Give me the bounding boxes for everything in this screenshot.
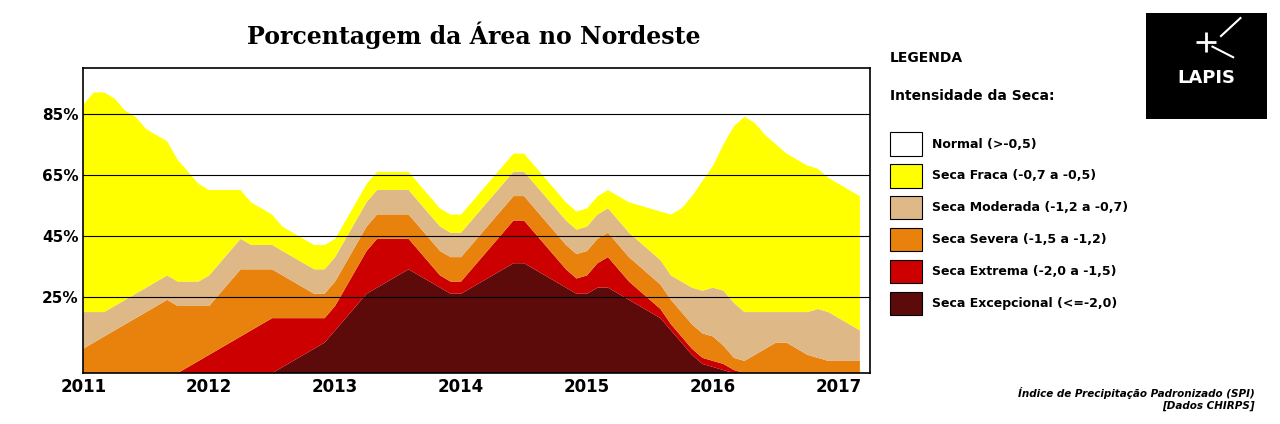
- Text: LAPIS: LAPIS: [1178, 70, 1235, 87]
- Text: Seca Extrema (-2,0 a -1,5): Seca Extrema (-2,0 a -1,5): [932, 265, 1116, 278]
- Text: LEGENDA: LEGENDA: [890, 51, 963, 65]
- Text: Normal (>-0,5): Normal (>-0,5): [932, 138, 1037, 151]
- Text: Seca Fraca (-0,7 a -0,5): Seca Fraca (-0,7 a -0,5): [932, 170, 1096, 182]
- Text: Intensidade da Seca:: Intensidade da Seca:: [890, 89, 1055, 103]
- Text: Índice de Precipitação Padronizado (SPI)
[Dados CHIRPS]: Índice de Precipitação Padronizado (SPI)…: [1018, 388, 1254, 411]
- Text: Seca Excepcional (<=-2,0): Seca Excepcional (<=-2,0): [932, 297, 1117, 310]
- Text: Seca Moderada (-1,2 a -0,7): Seca Moderada (-1,2 a -0,7): [932, 201, 1128, 214]
- Text: Porcentagem da Área no Nordeste: Porcentagem da Área no Nordeste: [247, 21, 700, 49]
- Text: Seca Severa (-1,5 a -1,2): Seca Severa (-1,5 a -1,2): [932, 233, 1106, 246]
